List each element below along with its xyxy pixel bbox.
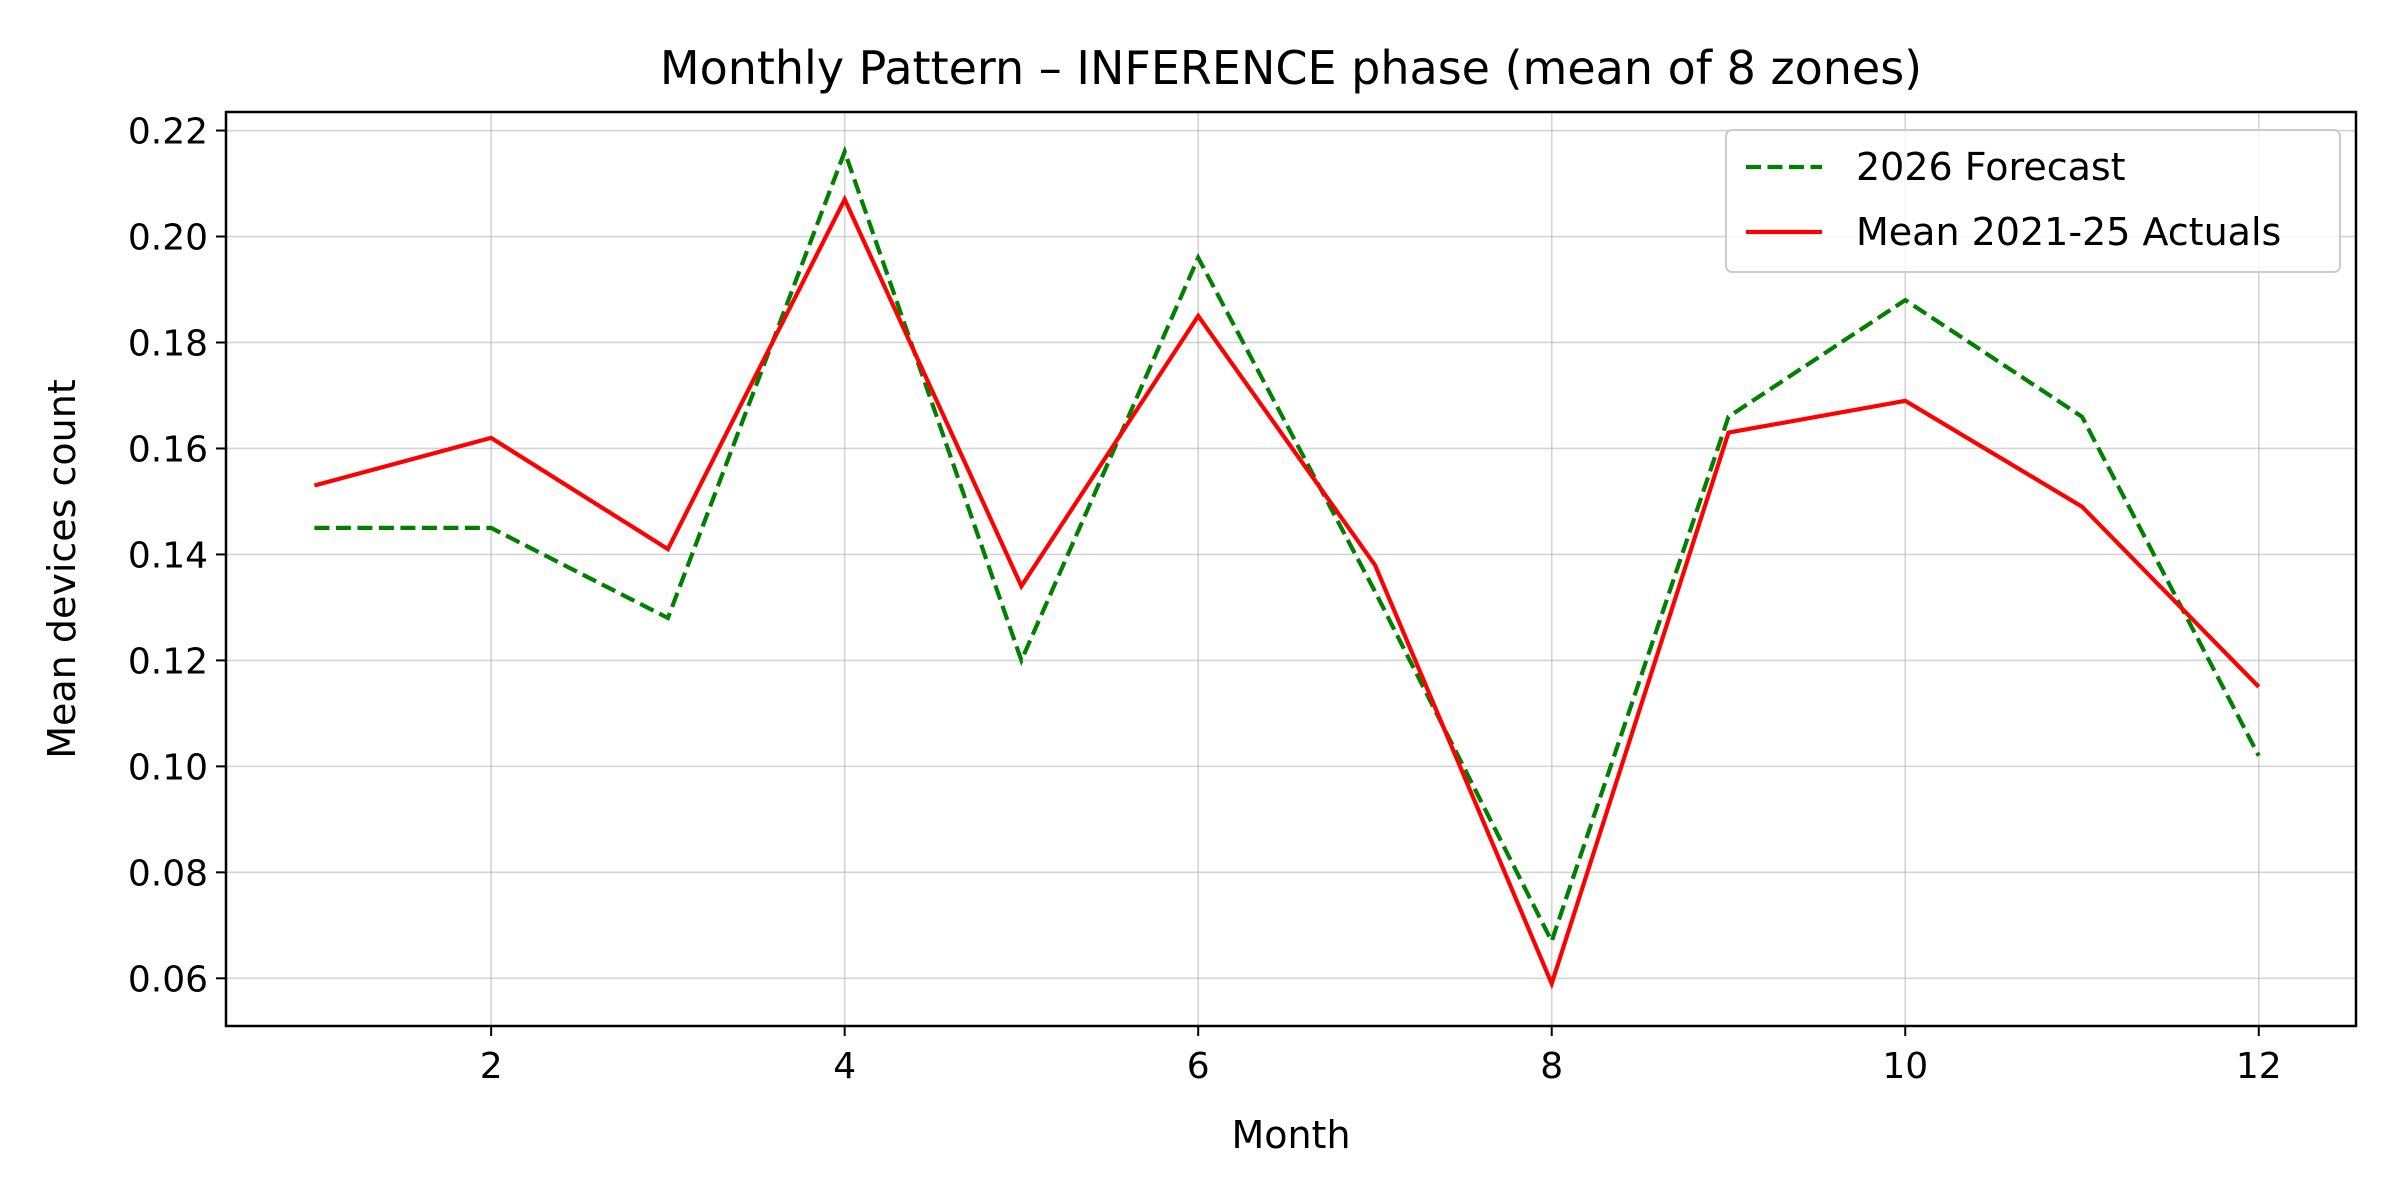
plot-frame: [224, 110, 2358, 1028]
x-axis-title: Month: [1231, 1113, 1350, 1157]
y-tick-label: 0.06: [128, 959, 208, 1000]
series-line-forecast: [314, 145, 2261, 947]
y-tick-label: 0.14: [128, 535, 208, 576]
y-tick-label: 0.12: [128, 641, 208, 682]
legend-box: [1725, 129, 2341, 273]
chart-title: Monthly Pattern – INFERENCE phase (mean …: [660, 41, 1922, 95]
y-tick-label: 0.16: [128, 429, 208, 470]
x-tick-label: 8: [1540, 1046, 1563, 1087]
x-tick-label: 2: [480, 1046, 503, 1087]
y-tick-label: 0.22: [128, 112, 208, 153]
legend: 2026 Forecast Mean 2021-25 Actuals: [1725, 129, 2341, 273]
y-tick-label: 0.08: [128, 853, 208, 894]
x-tick-label: 4: [833, 1046, 856, 1087]
axis-ticks: 2 4 6 8 10 12 0.06 0.08 0.10 0.12 0.14 0.16 0.18 0.20…: [128, 112, 2282, 1087]
x-tick-label: 6: [1187, 1046, 1210, 1087]
legend-label-forecast: 2026 Forecast: [1856, 145, 2126, 189]
legend-label-actuals: Mean 2021-25 Actuals: [1856, 210, 2281, 254]
x-tick-label: 12: [2236, 1046, 2282, 1087]
grid: [226, 112, 2356, 1026]
y-axis-title: Mean devices count: [40, 379, 84, 759]
series-line-actuals: [313, 194, 2261, 990]
x-tick-label: 10: [1882, 1046, 1928, 1087]
y-tick-label: 0.20: [128, 218, 208, 259]
y-tick-label: 0.18: [128, 323, 208, 364]
series-group: [313, 145, 2261, 990]
y-tick-label: 0.10: [128, 747, 208, 788]
